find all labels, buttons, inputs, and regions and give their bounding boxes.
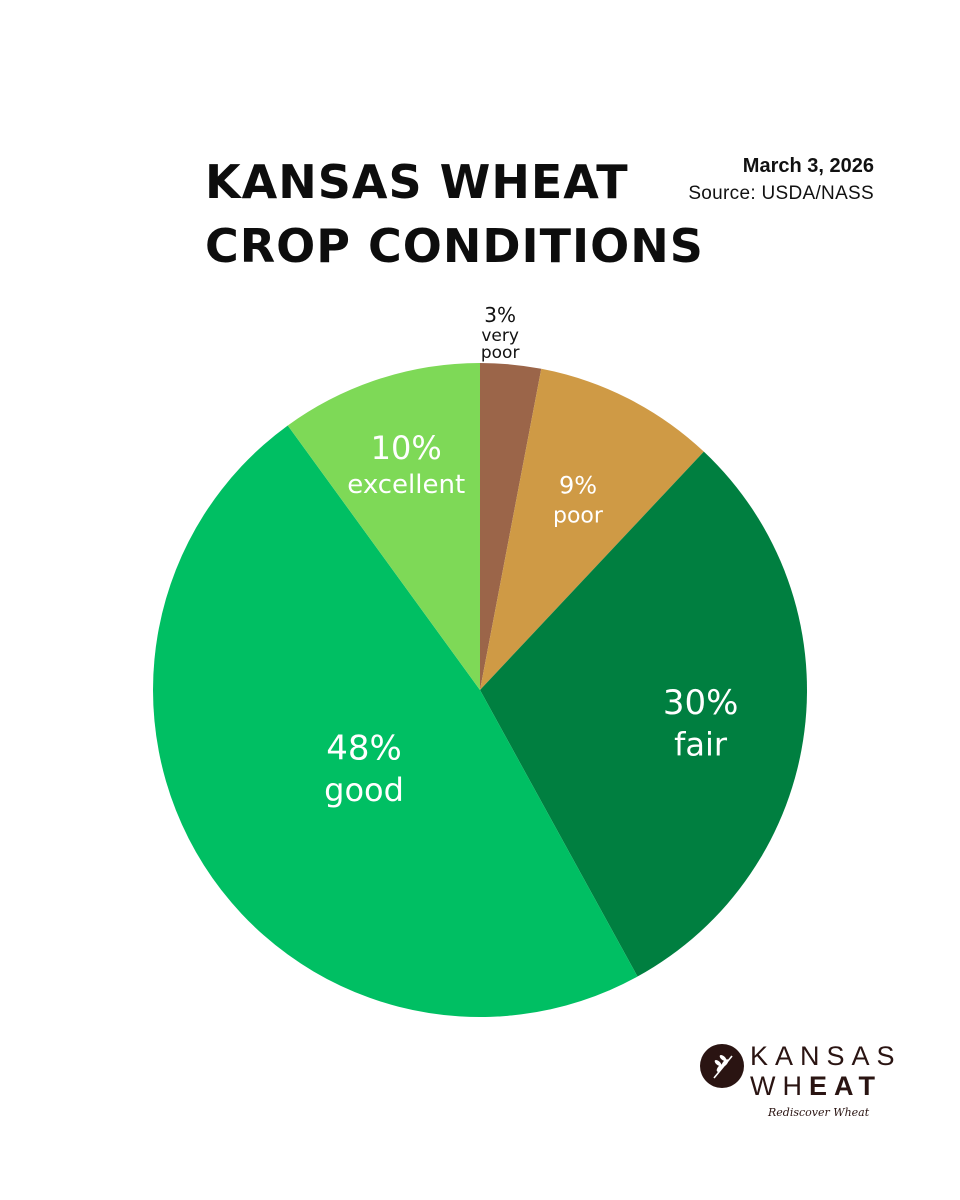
title-line-2: CROP CONDITIONS bbox=[205, 219, 704, 273]
logo-tagline: Rediscover Wheat bbox=[768, 1106, 870, 1119]
slice-category-label-excellent: excellent bbox=[347, 470, 465, 500]
slice-value-label-fair: 30% bbox=[663, 683, 739, 723]
slice-category-label-very-poor-1: poor bbox=[481, 343, 520, 363]
pie-slice-good bbox=[152, 425, 638, 1018]
slice-category-label-fair: fair bbox=[674, 725, 728, 763]
kansas-wheat-logo: KANSAS WHEAT Rediscover Wheat bbox=[700, 1040, 920, 1130]
pie-slice-fair bbox=[480, 451, 808, 977]
pie-slice-poor bbox=[480, 368, 704, 690]
pie-slice-excellent bbox=[287, 363, 480, 690]
slice-category-label-very-poor-0: very bbox=[481, 326, 519, 346]
title-line-1: KANSAS WHEAT bbox=[205, 155, 629, 209]
pie-slice-very-poor bbox=[480, 363, 542, 690]
logo-word-wheat: WHEAT bbox=[750, 1072, 882, 1100]
chart-title: KANSAS WHEAT CROP CONDITIONS bbox=[205, 150, 725, 278]
logo-eat: EAT bbox=[808, 1071, 882, 1101]
chart-meta: March 3, 2026 Source: USDA/NASS bbox=[688, 152, 874, 208]
report-date: March 3, 2026 bbox=[742, 155, 874, 177]
slice-category-label-poor: poor bbox=[553, 503, 604, 528]
logo-word-kansas: KANSAS bbox=[750, 1041, 902, 1071]
slice-value-label-very-poor: 3% bbox=[484, 303, 516, 327]
slice-category-label-good: good bbox=[324, 771, 404, 809]
data-source: Source: USDA/NASS bbox=[688, 183, 874, 204]
wheat-logo-icon bbox=[700, 1044, 744, 1088]
logo-wh: WH bbox=[750, 1071, 809, 1101]
slice-value-label-poor: 9% bbox=[559, 472, 597, 500]
slice-value-label-excellent: 10% bbox=[371, 429, 442, 467]
slice-value-label-good: 48% bbox=[326, 729, 402, 769]
